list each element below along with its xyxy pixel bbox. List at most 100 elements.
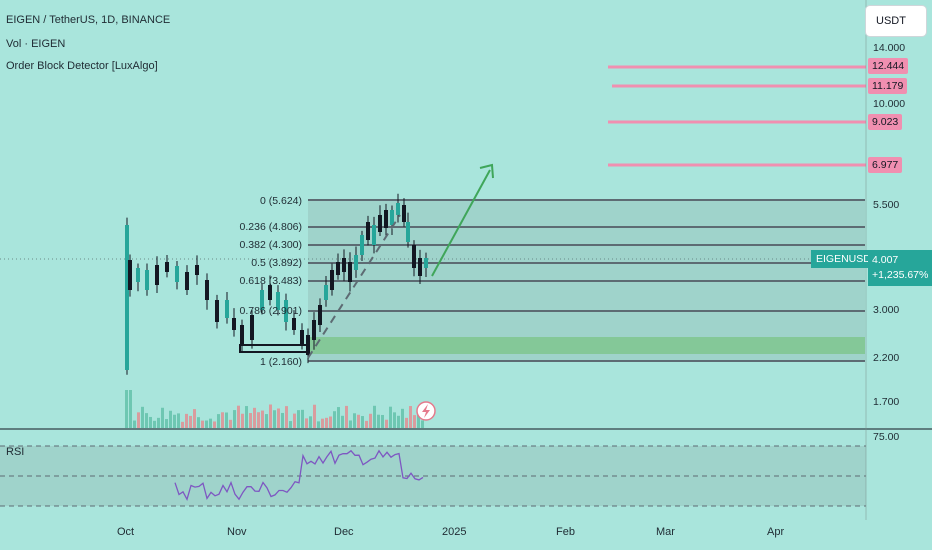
volume-bar — [261, 410, 264, 428]
lightning-icon[interactable] — [416, 401, 436, 421]
currency-button[interactable]: USDT — [866, 6, 926, 36]
volume-bar — [345, 405, 348, 428]
volume-bar — [273, 410, 276, 428]
rsi-line — [174, 449, 424, 502]
candle-body — [424, 258, 428, 268]
volume-bar — [325, 417, 328, 428]
volume-bar — [189, 415, 192, 428]
candle-body — [390, 210, 394, 225]
candlesticks — [125, 193, 428, 375]
volume-bar — [153, 420, 156, 428]
candle-body — [155, 265, 159, 285]
volume-bar — [293, 413, 296, 428]
volume-bar — [181, 421, 184, 428]
candle-body — [396, 203, 400, 215]
volume-bar — [341, 415, 344, 428]
volume-bars — [125, 390, 424, 428]
fib-lines — [308, 199, 865, 362]
target-tag: 6.977 — [868, 157, 903, 173]
volume-bar — [201, 420, 204, 428]
support-box — [239, 344, 309, 353]
candle-body — [284, 300, 288, 322]
volume-bar — [253, 407, 256, 428]
target-tag: 9.023 — [868, 114, 903, 130]
time-tick: Mar — [656, 526, 675, 538]
volume-bar — [265, 414, 268, 428]
volume-bar — [221, 412, 224, 428]
fib-label: 0.236 (4.806) — [239, 221, 302, 233]
candle-body — [276, 292, 280, 310]
volume-bar — [405, 417, 408, 428]
volume-bar — [229, 419, 232, 428]
projection-arrow-line — [431, 169, 491, 277]
target-tag: 12.444 — [868, 58, 909, 74]
volume-bar — [301, 409, 304, 428]
volume-bar — [329, 416, 332, 428]
volume-legend: Vol · EIGEN — [6, 38, 66, 50]
volume-bar — [193, 409, 196, 428]
candle-body — [175, 266, 179, 282]
time-tick: 2025 — [442, 526, 467, 538]
volume-bar — [129, 390, 132, 428]
volume-bar — [145, 413, 148, 428]
price-change: +1,235.67% — [872, 269, 929, 281]
volume-bar — [361, 416, 364, 428]
volume-bar — [309, 416, 312, 428]
price-tick: 1.700 — [873, 396, 900, 408]
time-tick: Apr — [767, 526, 785, 538]
price-tick: 5.500 — [873, 199, 900, 211]
volume-bar — [173, 414, 176, 428]
volume-bar — [305, 418, 308, 428]
volume-bar — [225, 412, 228, 428]
candle-body — [185, 272, 189, 290]
fib-label: 1 (2.160) — [259, 356, 302, 368]
volume-bar — [313, 404, 316, 428]
candle-body — [366, 222, 370, 240]
candle-body — [195, 265, 199, 275]
fib-label: 0 (5.624) — [259, 195, 302, 207]
volume-bar — [353, 413, 356, 428]
volume-bar — [237, 405, 240, 428]
price-tick: 2.200 — [873, 352, 900, 364]
volume-bar — [133, 420, 136, 428]
candle-body — [412, 245, 416, 268]
volume-bar — [409, 406, 412, 428]
candle-body — [306, 335, 310, 355]
volume-bar — [321, 418, 324, 428]
volume-bar — [365, 420, 368, 428]
volume-bar — [389, 406, 392, 428]
order-block-zone — [308, 337, 865, 354]
candle-body — [268, 285, 272, 300]
volume-bar — [197, 417, 200, 428]
rsi-label: RSI — [6, 446, 25, 458]
volume-bar — [125, 390, 128, 428]
volume-bar — [385, 419, 388, 428]
candle-body — [318, 305, 322, 325]
candle-body — [312, 320, 316, 340]
volume-bar — [213, 421, 216, 428]
candle-body — [232, 318, 236, 330]
candle-body — [165, 262, 169, 272]
volume-bar — [413, 415, 416, 428]
candle-body — [300, 330, 304, 345]
volume-bar — [381, 414, 384, 428]
volume-bar — [249, 413, 252, 428]
volume-bar — [137, 412, 140, 428]
candle-body — [240, 325, 244, 345]
indicator-legend[interactable]: Order Block Detector [LuxAlgo] — [6, 60, 158, 72]
candle-body — [128, 260, 132, 290]
volume-bar — [401, 408, 404, 428]
volume-bar — [233, 410, 236, 428]
volume-bar — [393, 412, 396, 428]
target-tag: 11.179 — [868, 78, 908, 94]
candle-body — [384, 210, 388, 228]
candle-body — [348, 262, 352, 282]
volume-bar — [377, 414, 380, 428]
fib-label: 0.618 (3.483) — [239, 275, 302, 287]
volume-bar — [257, 412, 260, 428]
last-price-badge: 4.007 +1,235.67% — [868, 250, 932, 286]
volume-bar — [141, 406, 144, 428]
candle-body — [215, 300, 219, 322]
volume-bar — [417, 407, 420, 428]
